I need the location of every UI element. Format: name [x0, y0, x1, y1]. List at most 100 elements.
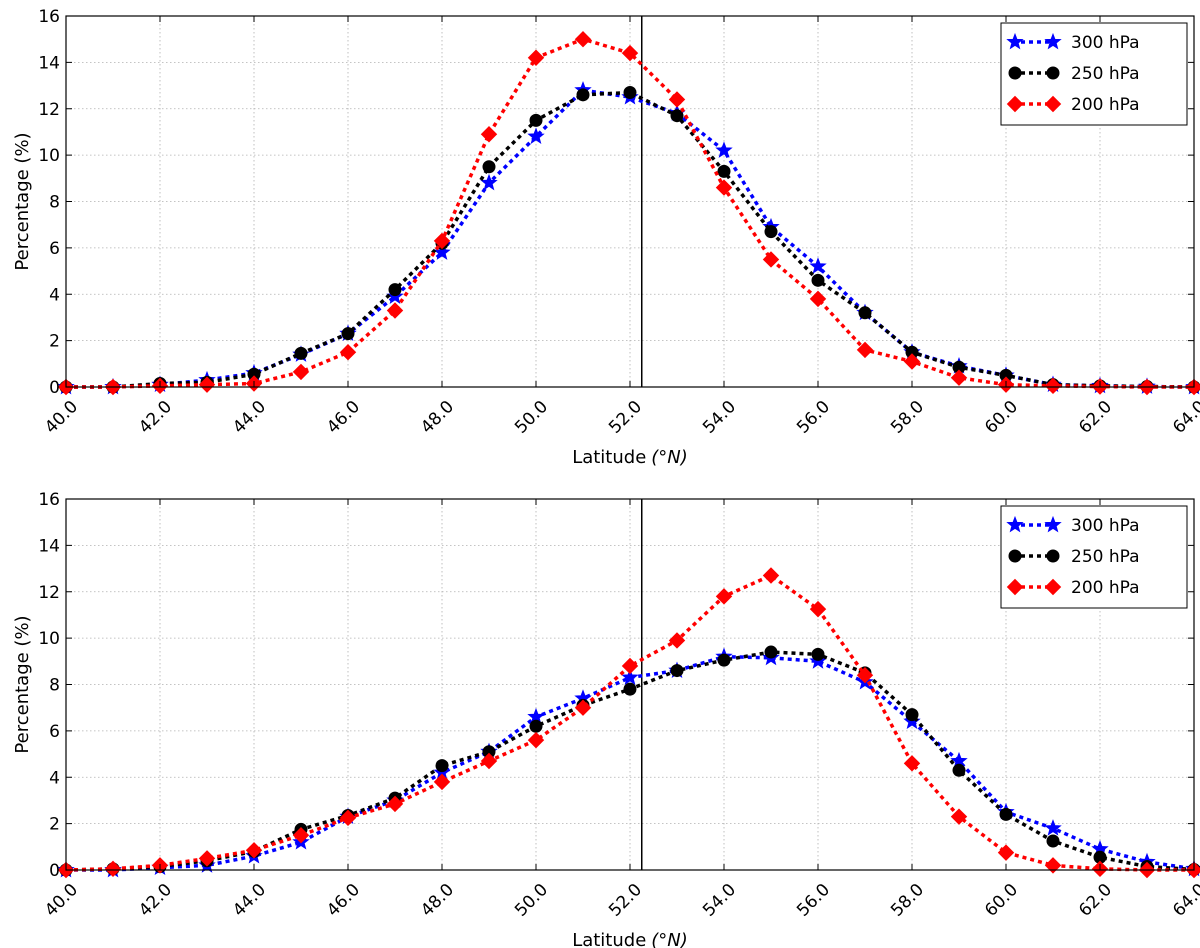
data-point — [670, 664, 684, 678]
x-tick-label: 42.0 — [135, 397, 176, 438]
y-tick-label: 0 — [49, 378, 60, 398]
legend-marker — [1044, 578, 1062, 596]
data-point — [811, 273, 825, 287]
series-200-hpa — [57, 567, 1200, 879]
data-point — [952, 763, 966, 777]
x-tick-label: 64.0 — [1169, 880, 1200, 921]
x-axis-label-text: Latitude — [572, 447, 646, 468]
x-tick-label: 58.0 — [887, 397, 928, 438]
legend-marker — [1006, 515, 1024, 533]
legend-label: 300 hPa — [1071, 516, 1140, 536]
y-axis-label: Percentage (%) — [12, 615, 33, 753]
x-tick-label: 56.0 — [793, 397, 834, 438]
legend-entry: 300 hPa — [1006, 515, 1140, 536]
legend-marker — [1006, 95, 1024, 113]
x-tick-label: 64.0 — [1169, 397, 1200, 438]
y-tick-label: 4 — [49, 285, 60, 305]
x-tick-label: 62.0 — [1075, 397, 1116, 438]
legend-entry: 200 hPa — [1006, 578, 1140, 598]
legend-marker — [1008, 549, 1022, 563]
data-point — [999, 807, 1013, 821]
data-point — [1046, 834, 1060, 848]
data-point — [433, 773, 451, 791]
data-point — [717, 164, 731, 178]
y-tick-label: 12 — [38, 100, 60, 120]
y-tick-label: 0 — [49, 861, 60, 881]
data-point — [1044, 377, 1062, 395]
y-tick-label: 4 — [49, 768, 60, 788]
data-point — [294, 346, 308, 360]
data-point — [621, 668, 639, 685]
data-point — [386, 795, 404, 813]
data-point — [576, 88, 590, 102]
x-tick-label: 50.0 — [511, 880, 552, 921]
data-point — [811, 647, 825, 661]
y-tick-label: 2 — [49, 815, 60, 835]
x-tick-label: 42.0 — [135, 880, 176, 921]
legend-marker — [1046, 549, 1060, 563]
x-tick-label: 54.0 — [699, 880, 740, 921]
legend-label: 250 hPa — [1071, 64, 1140, 84]
legend-entry: 250 hPa — [1008, 64, 1140, 84]
x-tick-label: 44.0 — [229, 880, 270, 921]
y-tick-label: 6 — [49, 239, 60, 259]
y-tick-label: 10 — [38, 629, 60, 649]
x-tick-label: 48.0 — [417, 880, 458, 921]
x-tick-label: 52.0 — [605, 397, 646, 438]
series-200-hpa — [57, 30, 1200, 396]
x-tick-label: 54.0 — [699, 397, 740, 438]
y-tick-label: 16 — [38, 490, 60, 510]
data-point — [809, 257, 827, 274]
x-tick-label: 48.0 — [417, 397, 458, 438]
data-point — [856, 341, 874, 359]
y-tick-label: 12 — [38, 583, 60, 603]
legend-entry: 250 hPa — [1008, 547, 1140, 567]
data-point — [198, 376, 216, 393]
top-panel: 40.0 42.0 44.0 46.0 48.0 50.0 52.0 54.0 56.0 58.0… — [12, 7, 1200, 468]
data-point — [480, 752, 498, 770]
data-point — [623, 86, 637, 100]
x-axis-label: Latitude (°N) — [572, 930, 688, 948]
x-tick-label: 60.0 — [981, 397, 1022, 438]
x-axis-label-text: Latitude — [572, 930, 646, 948]
data-point — [621, 44, 639, 62]
y-tick-label: 2 — [49, 332, 60, 352]
data-point — [950, 808, 968, 825]
y-tick-label: 8 — [49, 676, 60, 696]
data-point — [480, 173, 498, 191]
x-tick-label: 44.0 — [229, 397, 270, 438]
legend-label: 250 hPa — [1071, 547, 1140, 567]
x-tick-label: 46.0 — [323, 397, 364, 438]
y-tick-label: 6 — [49, 722, 60, 742]
x-tick-label: 46.0 — [323, 880, 364, 921]
data-point — [482, 160, 496, 174]
x-tick-label: 50.0 — [511, 397, 552, 438]
legend-marker — [1044, 95, 1062, 113]
data-point — [950, 369, 968, 386]
data-point — [764, 225, 778, 239]
x-tick-label: 58.0 — [887, 880, 928, 921]
legend-marker — [1046, 66, 1060, 80]
x-axis-label: Latitude (°N) — [572, 447, 688, 468]
data-point — [435, 759, 449, 773]
data-point — [762, 567, 780, 584]
data-point — [292, 827, 310, 844]
data-point — [341, 327, 355, 341]
legend-entry: 200 hPa — [1006, 95, 1140, 115]
data-point — [339, 344, 357, 361]
legend: 300 hPa 250 hPa 200 hPa — [1000, 22, 1188, 126]
x-axis-label-unit: (°N) — [651, 447, 688, 468]
data-point — [527, 731, 545, 749]
data-point — [339, 809, 357, 827]
data-point — [1044, 857, 1062, 874]
x-tick-label: 60.0 — [981, 880, 1022, 921]
data-point — [527, 49, 545, 66]
data-point — [997, 844, 1015, 861]
data-point — [198, 850, 216, 867]
x-tick-label: 52.0 — [605, 880, 646, 921]
data-point — [668, 632, 686, 649]
data-point — [1044, 819, 1062, 836]
legend-marker — [1006, 578, 1024, 596]
data-point — [903, 755, 921, 772]
data-point — [670, 109, 684, 123]
